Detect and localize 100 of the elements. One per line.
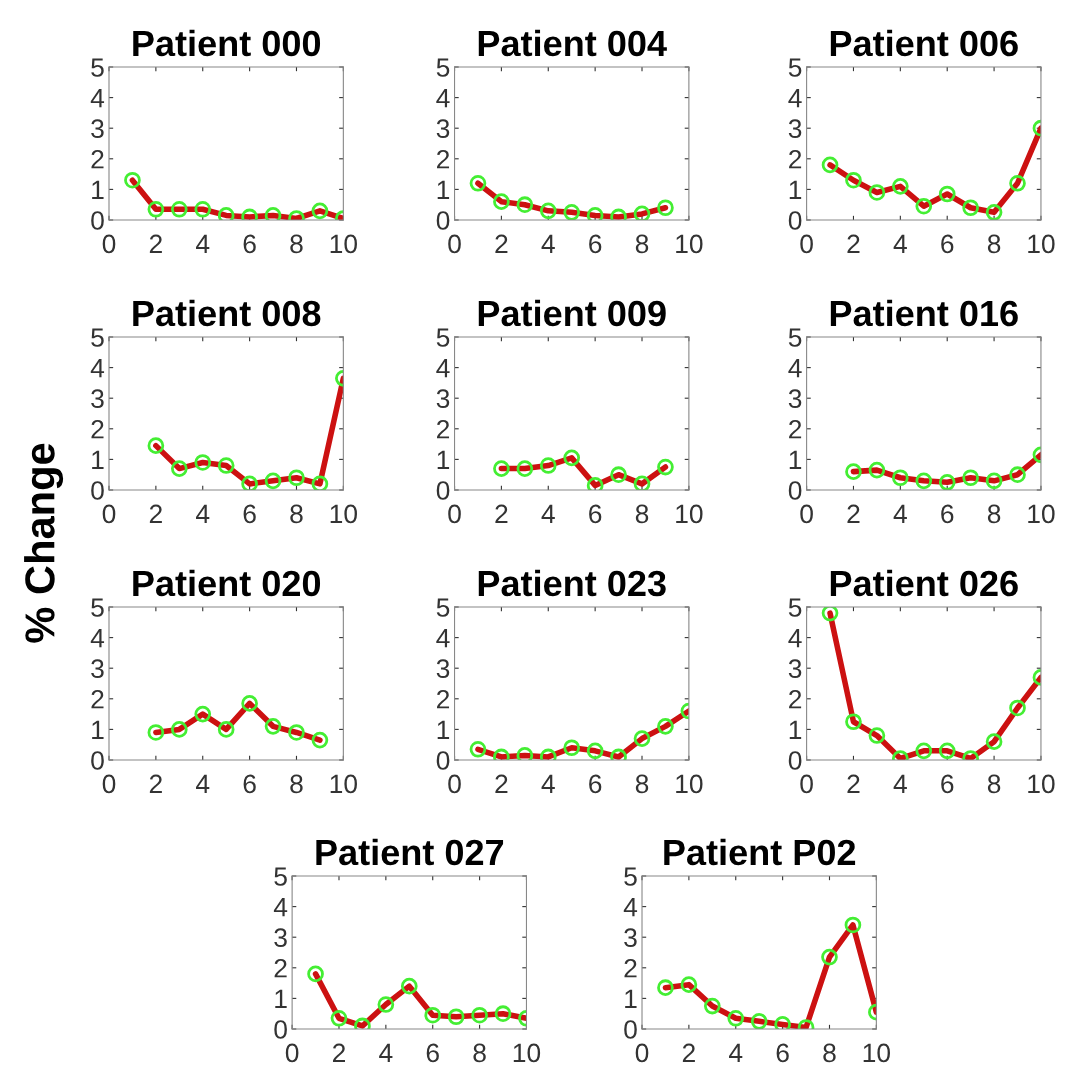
- y-tick-label: 5: [788, 598, 802, 617]
- x-tick-label: 4: [541, 774, 555, 794]
- x-tick-label: 8: [987, 504, 1001, 524]
- y-tick-label: 1: [92, 180, 104, 199]
- x-tick-label: 6: [243, 504, 256, 524]
- x-tick-label: 2: [682, 1043, 695, 1063]
- x-tick-label: 2: [847, 774, 860, 794]
- x-tick-label: 10: [1028, 504, 1055, 524]
- y-tick-label: 5: [91, 328, 104, 347]
- x-tick-label: 6: [941, 234, 954, 254]
- chart-title: Patient 020: [133, 569, 321, 597]
- y-tick-label: 2: [274, 958, 287, 978]
- y-tick-label: 3: [91, 389, 104, 409]
- y-tick-label: 0: [436, 751, 450, 770]
- y-tick-label: 3: [91, 119, 104, 139]
- x-tick-label: 10: [676, 774, 703, 794]
- y-tick-label: 2: [91, 689, 104, 709]
- y-tick-label: 3: [788, 659, 802, 679]
- y-tick-label: 2: [437, 419, 450, 439]
- y-tick-label: 1: [437, 180, 450, 199]
- x-tick-label: 4: [893, 234, 907, 254]
- y-tick-label: 2: [437, 689, 450, 709]
- x-tick-label: 2: [847, 504, 860, 524]
- y-tick-label: 0: [436, 481, 450, 500]
- y-tick-label: 2: [789, 689, 802, 709]
- y-tick-label: 3: [624, 928, 637, 948]
- y-tick-label: 5: [436, 598, 450, 617]
- x-tick-label: 10: [513, 1043, 541, 1063]
- y-tick-label: 5: [91, 58, 104, 77]
- y-tick-label: 1: [789, 180, 802, 199]
- x-tick-label: 6: [941, 504, 954, 524]
- y-tick-label: 3: [436, 119, 450, 139]
- x-tick-label: 6: [589, 504, 602, 524]
- y-tick-label: 0: [91, 751, 104, 770]
- y-tick-label: 3: [91, 659, 104, 679]
- y-tick-label: 5: [91, 598, 104, 617]
- x-tick-label: 6: [426, 1043, 439, 1063]
- chart-title: Patient P02: [664, 838, 856, 866]
- y-tick-label: 3: [436, 389, 450, 409]
- x-tick-label: 4: [379, 1043, 393, 1063]
- x-tick-label: 4: [541, 234, 555, 254]
- x-tick-label: 6: [243, 774, 256, 794]
- y-tick-label: 1: [789, 720, 802, 739]
- x-tick-label: 6: [243, 234, 256, 254]
- x-tick-label: 10: [330, 774, 357, 794]
- x-tick-label: 10: [1028, 774, 1055, 794]
- x-tick-label: 8: [635, 504, 649, 524]
- x-tick-label: 2: [847, 234, 860, 254]
- y-tick-label: 5: [274, 867, 287, 886]
- x-tick-label: 10: [330, 234, 357, 254]
- x-tick-label: 2: [149, 234, 162, 254]
- y-tick-label: 3: [788, 389, 802, 409]
- y-tick-label: 5: [436, 58, 450, 77]
- y-tick-label: 4: [436, 359, 450, 378]
- y-tick-label: 0: [274, 1020, 287, 1039]
- x-tick-label: 10: [676, 504, 703, 524]
- y-tick-label: 4: [90, 89, 105, 108]
- y-tick-label: 2: [91, 419, 104, 439]
- x-tick-label: 2: [149, 504, 162, 524]
- y-tick-label: 4: [788, 359, 802, 378]
- y-tick-label: 5: [436, 328, 450, 347]
- x-tick-label: 8: [473, 1043, 486, 1063]
- x-tick-label: 4: [893, 504, 907, 524]
- x-tick-label: 4: [541, 504, 555, 524]
- chart-title: Patient 027: [316, 838, 504, 866]
- y-tick-label: 2: [624, 958, 637, 978]
- y-tick-label: 2: [789, 419, 802, 439]
- x-tick-label: 4: [196, 504, 210, 524]
- x-tick-label: 2: [332, 1043, 345, 1063]
- x-tick-label: 4: [196, 234, 210, 254]
- y-tick-label: 4: [90, 359, 105, 378]
- y-tick-label: 4: [436, 629, 450, 648]
- x-tick-label: 8: [987, 234, 1001, 254]
- chart-title: Patient 016: [830, 299, 1018, 327]
- x-tick-label: 8: [823, 1043, 836, 1063]
- x-tick-label: 10: [863, 1043, 891, 1063]
- x-tick-label: 2: [495, 234, 508, 254]
- x-tick-label: 2: [495, 774, 508, 794]
- x-tick-label: 8: [290, 234, 303, 254]
- chart-title: Patient 004: [478, 29, 667, 57]
- y-tick-label: 4: [273, 898, 288, 917]
- y-tick-label: 1: [437, 450, 450, 469]
- y-tick-label: 1: [275, 989, 287, 1008]
- y-tick-label: 1: [92, 720, 104, 739]
- y-tick-label: 1: [789, 450, 802, 469]
- chart-title: Patient 009: [478, 299, 666, 327]
- chart-title: Patient 008: [133, 299, 321, 327]
- x-tick-label: 4: [196, 774, 210, 794]
- chart-title: Patient 000: [133, 29, 321, 57]
- chart-title: Patient 006: [830, 29, 1018, 57]
- y-tick-label: 1: [625, 989, 637, 1008]
- y-tick-label: 2: [91, 149, 104, 169]
- y-tick-label: 4: [788, 629, 802, 648]
- x-tick-label: 4: [893, 774, 907, 794]
- y-tick-label: 5: [788, 328, 802, 347]
- y-tick-label: 0: [788, 211, 802, 230]
- y-tick-label: 0: [91, 481, 104, 500]
- x-tick-label: 10: [330, 504, 357, 524]
- y-tick-label: 4: [788, 89, 802, 108]
- x-tick-label: 8: [290, 504, 303, 524]
